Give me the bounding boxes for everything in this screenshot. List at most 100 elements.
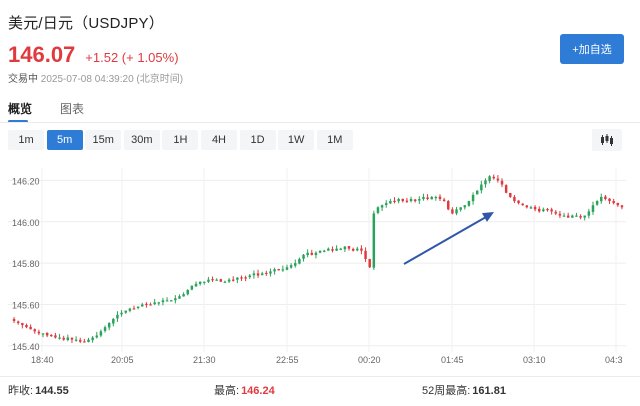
candle-body xyxy=(62,337,65,340)
chart-canvas[interactable]: 146.20 146.00 145.80 145.60 145.40 18:40 20:05… xyxy=(0,160,640,370)
x-tick-label: 18:40 xyxy=(31,355,54,365)
candle-body xyxy=(21,323,24,326)
candle-body xyxy=(409,199,413,202)
candle-body xyxy=(579,216,582,218)
candle-body xyxy=(418,199,421,201)
tab-overview[interactable]: 概览 xyxy=(8,100,32,123)
candle-body xyxy=(190,285,194,290)
candle-body xyxy=(91,337,94,341)
candle-body xyxy=(513,196,516,202)
candle-body xyxy=(273,269,276,272)
candle-body xyxy=(537,208,541,212)
candle-body xyxy=(587,211,591,216)
candle-body xyxy=(595,201,599,205)
candle-body xyxy=(29,326,32,330)
candle-body xyxy=(504,185,508,193)
x-tick-label: 20:05 xyxy=(111,355,134,365)
price-row: 146.07 +1.52 (+ 1.05%) xyxy=(8,42,179,68)
candle-body xyxy=(566,215,570,218)
candle-body xyxy=(66,337,70,341)
interval-1m[interactable]: 1m xyxy=(8,130,44,150)
candle-body xyxy=(480,184,483,191)
candle-body xyxy=(45,332,49,336)
candle-body xyxy=(475,190,479,195)
candle-body xyxy=(236,277,239,280)
candle-body xyxy=(496,178,500,181)
candle-body xyxy=(16,321,20,324)
tab-chart[interactable]: 图表 xyxy=(60,102,85,116)
candle-body xyxy=(484,180,487,185)
candle-body xyxy=(459,207,462,210)
stat-prev-close: 昨收: 144.55 xyxy=(8,382,69,398)
interval-1mo[interactable]: 1M xyxy=(316,130,353,150)
quote-timestamp: 2025-07-08 04:39:20 (北京时间) xyxy=(40,74,184,85)
candle-body xyxy=(430,196,433,200)
candle-body xyxy=(194,283,198,287)
candle-body xyxy=(128,308,132,311)
candle-body xyxy=(281,269,285,271)
candle-body xyxy=(384,203,388,206)
candle-body xyxy=(517,200,520,204)
candle-body xyxy=(571,215,574,218)
interval-15m[interactable]: 15m xyxy=(85,130,122,150)
candle-body xyxy=(174,298,177,301)
candle-body xyxy=(215,279,218,281)
candle-body xyxy=(141,304,144,307)
interval-30m[interactable]: 30m xyxy=(123,130,160,150)
candle-body xyxy=(107,323,111,328)
trend-arrow-head xyxy=(481,212,494,222)
x-tick-label: 03:10 xyxy=(523,355,546,365)
candle-body xyxy=(211,279,214,281)
w52-high-value: 161.81 xyxy=(472,385,506,397)
high-value: 146.24 xyxy=(241,385,275,397)
candle-body xyxy=(554,211,558,214)
candle-body xyxy=(227,279,231,282)
stats-divider xyxy=(0,376,640,377)
price-chart[interactable]: 146.20 146.00 145.80 145.60 145.40 18:40 20:05… xyxy=(0,160,640,370)
interval-1h[interactable]: 1H xyxy=(162,130,199,150)
candle-body xyxy=(608,198,611,202)
candle-body xyxy=(434,196,438,199)
candle-body xyxy=(397,199,400,202)
x-tick-label: 01:45 xyxy=(441,355,464,365)
candle-body xyxy=(616,202,620,206)
candle-body xyxy=(583,215,586,218)
candle-body xyxy=(492,176,495,179)
candle-body xyxy=(99,331,103,336)
candle-body xyxy=(70,337,74,340)
trading-status: 交易中 xyxy=(8,74,38,85)
candle-body xyxy=(153,302,156,305)
chart-type-button[interactable] xyxy=(592,129,622,151)
candle-body xyxy=(612,200,615,204)
candle-body xyxy=(380,205,384,208)
candle-body xyxy=(116,314,119,319)
candle-body xyxy=(112,318,115,324)
add-to-watchlist-button[interactable]: +加自选 xyxy=(560,34,624,64)
candle-body xyxy=(314,252,318,256)
candle-body xyxy=(256,273,260,276)
candle-body xyxy=(248,275,252,278)
candle-body xyxy=(54,335,57,338)
interval-1w[interactable]: 1W xyxy=(278,130,315,150)
candle-body xyxy=(356,248,359,251)
candle-body xyxy=(169,300,173,302)
stat-52w-high: 52周最高: 161.81 xyxy=(422,382,506,398)
candle-body xyxy=(620,205,624,208)
candle-body xyxy=(442,199,446,202)
y-tick-label: 145.40 xyxy=(12,342,40,352)
price-change: +1.52 (+ 1.05%) xyxy=(85,50,179,65)
interval-1d[interactable]: 1D xyxy=(239,130,276,150)
candle-body xyxy=(302,254,305,259)
interval-5m[interactable]: 5m xyxy=(46,130,83,150)
candle-body xyxy=(50,334,53,337)
candle-body xyxy=(368,259,371,268)
interval-4h[interactable]: 4H xyxy=(200,130,237,150)
interval-selector: 1m 5m 15m 30m 1H 4H 1D 1W 1M xyxy=(8,130,355,150)
candle-body xyxy=(298,258,301,264)
candle-body xyxy=(562,215,566,217)
candle-body xyxy=(521,203,524,206)
candle-body xyxy=(463,205,467,208)
high-label: 最高: xyxy=(214,385,240,397)
candle-body xyxy=(306,252,309,256)
